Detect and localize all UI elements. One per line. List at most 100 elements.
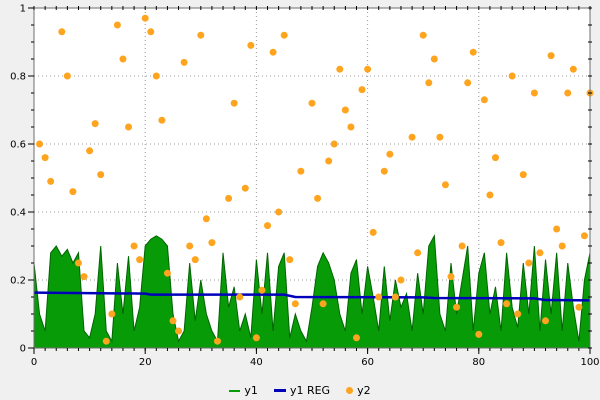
series-y2-point [375,293,383,301]
series-y2-point [491,154,499,162]
y-tick-label: 0.2 [10,276,26,287]
x-tick-label: 0 [31,357,37,368]
series-y2-point [341,106,349,114]
series-y2-point [252,334,260,342]
series-y2-point [475,330,483,338]
series-y2-point [336,65,344,73]
series-y2-point [225,194,233,202]
y-tick-label: 0 [20,344,26,355]
series-y2-point [74,259,82,267]
series-y2-point [264,222,272,230]
series-y2-point [530,89,538,97]
series-y2-point [119,55,127,63]
legend-marker-y2-dot [346,387,354,394]
series-y2-point [197,31,205,39]
y-tick-label: 0.4 [10,208,26,219]
series-y1-reg-line [33,291,591,302]
series-y2-point [419,31,427,39]
series-y2-point [308,99,316,107]
series-y2-point [525,259,533,267]
legend-label-y2: y2 [357,384,371,397]
legend-item-y1: y1 [229,384,258,397]
plot-area: 0 20 40 60 80 100 0 0.2 0.4 0.6 0.8 1 [10,3,600,368]
series-y2-point [247,41,255,49]
series-y2-point [386,150,394,158]
y-tick-label: 0.6 [10,140,26,151]
series-y2-point [41,154,49,162]
series-y2-point [536,249,544,257]
series-y2-point [358,86,366,94]
series-y2-point [352,334,360,342]
x-tick-label: 40 [250,357,263,368]
series-y2-point [325,157,333,165]
series-y2-point [547,52,555,60]
series-y2-point [58,28,66,36]
series-y2-point [575,303,583,311]
series-y2-point [464,79,472,87]
series-y2-point [47,177,55,185]
series-y2-point [497,239,505,247]
series-y2-point [542,317,550,325]
series-y2-point [469,48,477,56]
y-tick-label: 1 [20,4,26,15]
series-y2-point [175,327,183,335]
series-y2-point [553,225,561,233]
legend-label-y1-reg: y1 REG [289,384,331,397]
series-y2-point [519,171,527,179]
series-y2-point [180,58,188,66]
series-y2-point [80,273,88,281]
series-y2-point [436,133,444,141]
series-y2-point [569,65,577,73]
series-y2-point [486,191,494,199]
series-y2-point [108,310,116,318]
series-y2-point [314,194,322,202]
series-y2-point [580,232,588,240]
series-y2-point [102,337,110,345]
series-y2-point [186,242,194,250]
series-y2-point [191,256,199,264]
series-y2-point [86,147,94,155]
series-y2-point [297,167,305,175]
legend-label-y1: y1 [244,384,258,397]
series-y2-point [236,293,244,301]
x-tick-label: 60 [361,357,374,368]
series-y2-point [564,89,572,97]
series-y2-point [169,317,177,325]
series-y2-point [408,133,416,141]
series-y2-point [63,72,71,80]
series-y2-point [447,273,455,281]
series-y2-point [141,14,149,22]
chart-svg: 0 20 40 60 80 100 0 0.2 0.4 0.6 0.8 1 [10,3,600,368]
series-y2-point [258,286,266,294]
x-tick-label: 80 [472,357,485,368]
x-tick-label: 20 [139,357,152,368]
legend-item-y1-reg: y1 REG [273,384,331,397]
series-y2-point [152,72,160,80]
x-tick-label: 100 [580,357,599,368]
series-y2-point [347,123,355,131]
series-y2-point [230,99,238,107]
series-y2-point [125,123,133,131]
series-y2-point [36,140,44,148]
series-y2-point [113,21,121,29]
series-y2-point [369,228,377,236]
series-y2-point [503,300,511,308]
series-y2-point [391,293,399,301]
series-y2-point [280,31,288,39]
series-y2-point [441,181,449,189]
series-y2-point [380,167,388,175]
series-y2-point [241,184,249,192]
legend-marker-y1-line [229,389,241,392]
series-y2-point [163,269,171,277]
series-y2-point [425,79,433,87]
series-y2-point [453,303,461,311]
series-y2-point [286,256,294,264]
series-y2-point [458,242,466,250]
series-y2-point [269,48,277,56]
series-y2-point [508,72,516,80]
series-y2-point [136,256,144,264]
series-y2-point [330,140,338,148]
series-y2-point [514,310,522,318]
series-y2-point [291,300,299,308]
legend-marker-y1-reg-line [273,389,286,392]
